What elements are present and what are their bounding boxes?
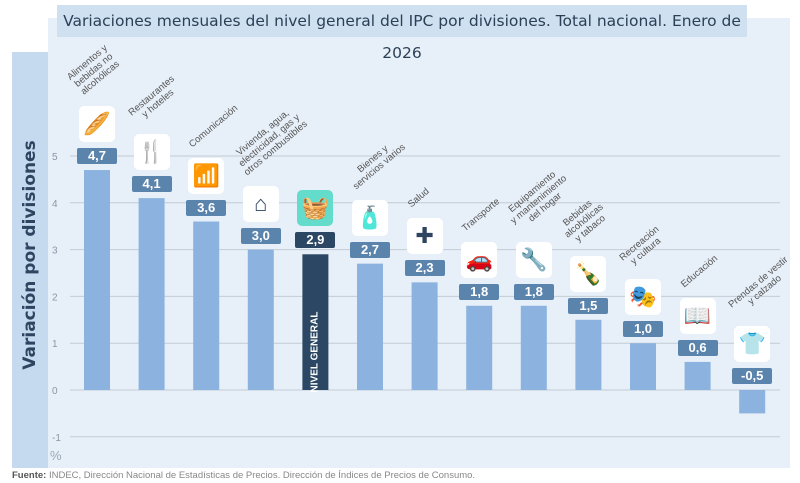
personal-care-icon: 🧴 bbox=[352, 199, 388, 236]
bar bbox=[302, 254, 329, 390]
data-label: 4,7 bbox=[77, 148, 117, 165]
source-footer: Fuente: INDEC, Dirección Nacional de Est… bbox=[12, 470, 475, 481]
bar bbox=[630, 343, 656, 390]
y-tick-label: 3 bbox=[52, 246, 58, 257]
data-label: 3,0 bbox=[240, 227, 281, 244]
theater-masks-icon: 🎭 bbox=[625, 279, 661, 316]
data-label: 2,7 bbox=[350, 241, 390, 258]
y-tick-label: 1 bbox=[52, 339, 58, 350]
data-label: -0,5 bbox=[732, 368, 773, 384]
bar bbox=[466, 305, 493, 390]
bar bbox=[138, 198, 165, 390]
data-label: 0,6 bbox=[677, 339, 718, 356]
bar bbox=[520, 305, 547, 390]
bar bbox=[411, 282, 438, 390]
car-icon: 🚗 bbox=[461, 241, 498, 278]
tools-icon: 🔧 bbox=[515, 241, 552, 278]
y-tick-label: 2 bbox=[52, 292, 58, 303]
data-label: 1,5 bbox=[568, 297, 609, 314]
bar bbox=[739, 390, 766, 414]
book-icon: 📖 bbox=[679, 297, 716, 334]
y-tick-label: 5 bbox=[52, 152, 58, 163]
y-tick-label: 0 bbox=[52, 386, 58, 397]
source-label: Fuente: bbox=[12, 470, 47, 481]
food-basket-icon: 🥖 bbox=[79, 106, 115, 143]
wifi-icon: 📶 bbox=[188, 157, 225, 194]
source-text: INDEC, Dirección Nacional de Estadística… bbox=[46, 470, 476, 481]
data-label: 1,0 bbox=[623, 321, 663, 338]
health-cross-icon: ✚ bbox=[406, 218, 443, 255]
data-label: 3,6 bbox=[186, 199, 227, 216]
data-label: 1,8 bbox=[459, 283, 500, 300]
bar bbox=[357, 263, 383, 390]
tshirt-icon: 👕 bbox=[734, 326, 771, 362]
axis-strip bbox=[12, 52, 48, 468]
house-utilities-icon: ⌂ bbox=[242, 185, 279, 222]
restaurant-hotel-icon: 🍴 bbox=[133, 134, 170, 171]
y-unit: % bbox=[50, 448, 62, 463]
bar bbox=[193, 221, 220, 390]
highlight-bar-label: NIVEL GENERAL bbox=[309, 311, 321, 393]
shopping-basket-icon: 🧺 bbox=[297, 190, 334, 227]
bar bbox=[575, 319, 602, 390]
data-label: 4,1 bbox=[131, 176, 172, 193]
bar bbox=[684, 361, 711, 390]
y-tick-label: 4 bbox=[52, 199, 58, 210]
bottle-glass-icon: 🍾 bbox=[570, 255, 607, 292]
data-label: 1,8 bbox=[513, 283, 554, 300]
bar bbox=[247, 249, 274, 390]
bar bbox=[84, 170, 110, 390]
chart-title: Variaciones mensuales del nivel general … bbox=[57, 5, 747, 62]
data-label: 2,9 bbox=[295, 232, 336, 249]
data-label: 2,3 bbox=[404, 260, 445, 277]
y-tick-label: -1 bbox=[52, 433, 61, 444]
